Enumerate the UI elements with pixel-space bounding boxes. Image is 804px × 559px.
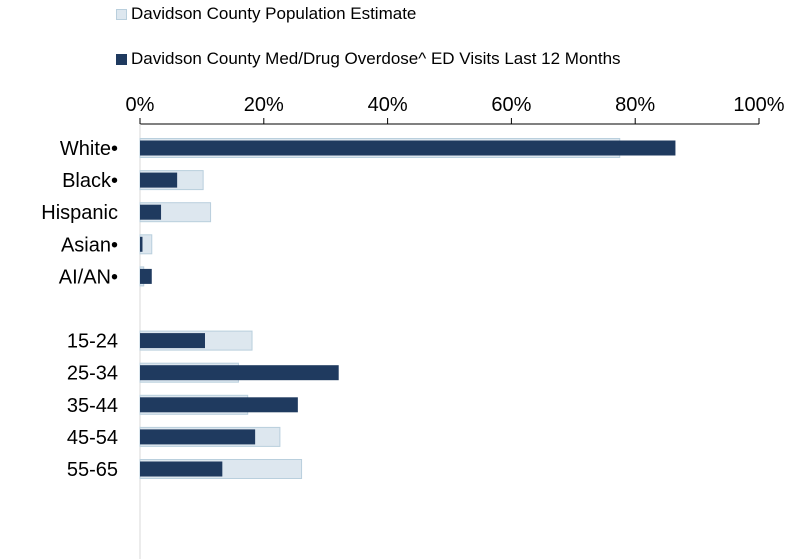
legend-label-population: Davidson County Population Estimate: [131, 4, 417, 23]
legend-swatch-population: [116, 9, 127, 20]
bar-overdose: [140, 397, 298, 413]
bar-overdose: [140, 268, 152, 284]
category-label: 35-44: [67, 395, 118, 417]
bar-overdose: [140, 236, 143, 252]
category-label: Hispanic: [41, 202, 118, 224]
category-label: Asian•: [61, 234, 118, 256]
category-label: 25-34: [67, 363, 118, 385]
x-tick-label: 60%: [491, 94, 531, 116]
bar-overdose: [140, 365, 339, 381]
category-label: White•: [60, 138, 118, 160]
category-label: 55-65: [67, 459, 118, 481]
category-label: 15-24: [67, 331, 118, 353]
bar-overdose: [140, 461, 223, 477]
category-label: 45-54: [67, 427, 118, 449]
x-tick-label: 40%: [368, 94, 408, 116]
x-tick-label: 80%: [615, 94, 655, 116]
x-tick-label: 20%: [244, 94, 284, 116]
bar-overdose: [140, 204, 162, 220]
bar-overdose: [140, 172, 178, 188]
legend-swatch-overdose: [116, 54, 127, 65]
bar-overdose: [140, 333, 205, 349]
legend-label-overdose: Davidson County Med/Drug Overdose^ ED Vi…: [131, 49, 621, 68]
bar-overdose: [140, 140, 676, 156]
x-tick-label: 0%: [126, 94, 155, 116]
bar-overdose: [140, 429, 256, 445]
x-tick-label: 100%: [733, 94, 784, 116]
category-label: Black•: [62, 170, 118, 192]
category-label: AI/AN•: [59, 266, 118, 288]
